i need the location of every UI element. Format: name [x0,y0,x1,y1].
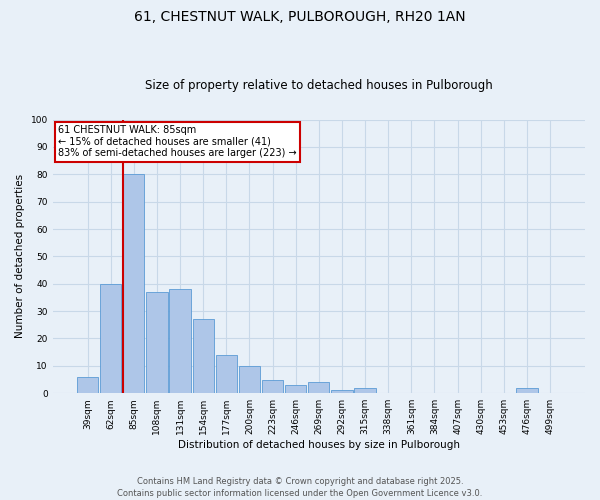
Bar [239,366,260,393]
Bar [123,174,145,393]
Text: 61, CHESTNUT WALK, PULBOROUGH, RH20 1AN: 61, CHESTNUT WALK, PULBOROUGH, RH20 1AN [134,10,466,24]
Bar [100,284,121,393]
Bar [169,289,191,393]
Bar [77,377,98,393]
Bar [262,380,283,393]
Title: Size of property relative to detached houses in Pulborough: Size of property relative to detached ho… [145,79,493,92]
Bar [215,355,237,393]
Bar [355,388,376,393]
X-axis label: Distribution of detached houses by size in Pulborough: Distribution of detached houses by size … [178,440,460,450]
Bar [308,382,329,393]
Y-axis label: Number of detached properties: Number of detached properties [15,174,25,338]
Bar [285,385,307,393]
Bar [331,390,353,393]
Text: 61 CHESTNUT WALK: 85sqm
← 15% of detached houses are smaller (41)
83% of semi-de: 61 CHESTNUT WALK: 85sqm ← 15% of detache… [58,125,296,158]
Bar [517,388,538,393]
Text: Contains HM Land Registry data © Crown copyright and database right 2025.
Contai: Contains HM Land Registry data © Crown c… [118,476,482,498]
Bar [146,292,167,393]
Bar [193,320,214,393]
